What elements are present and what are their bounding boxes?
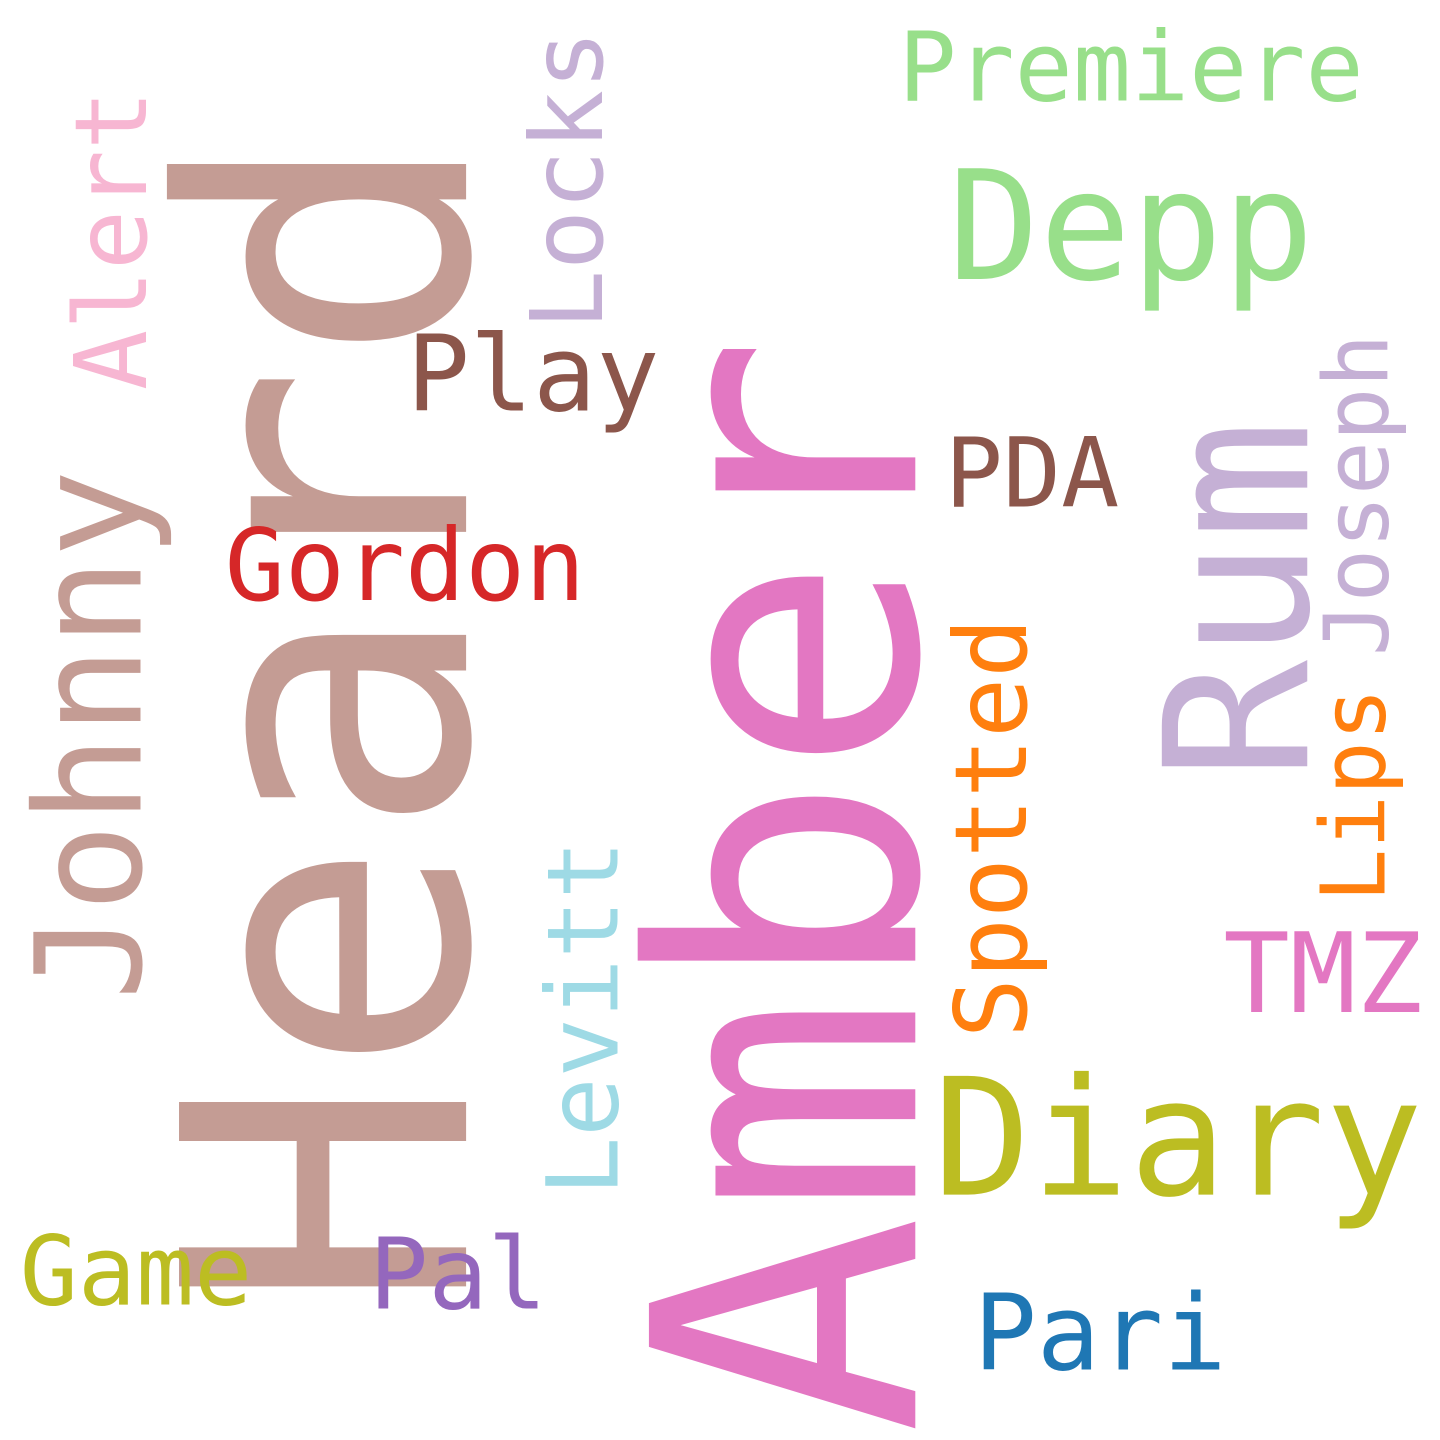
word-spotted: Spotted bbox=[933, 617, 1051, 1039]
word-levitt: Levitt bbox=[526, 839, 642, 1197]
word-pal: Pal bbox=[368, 1217, 548, 1333]
word-pari: Pari bbox=[973, 1272, 1227, 1395]
word-gordon: Gordon bbox=[224, 507, 586, 625]
word-locks: Locks bbox=[509, 29, 627, 331]
word-depp: Depp bbox=[947, 138, 1315, 315]
word-play: Play bbox=[406, 313, 660, 436]
word-premiere: Premiere bbox=[898, 10, 1364, 124]
word-heard: Heard bbox=[100, 127, 560, 1313]
word-pda: PDA bbox=[944, 416, 1120, 530]
word-lips: Lips bbox=[1302, 687, 1407, 903]
word-amber: Amber bbox=[577, 335, 1003, 1435]
word-joseph: Joseph bbox=[1305, 333, 1410, 657]
word-diary: Diary bbox=[932, 1044, 1424, 1234]
word-johnny: Johnny bbox=[4, 469, 176, 1001]
word-tmz: TMZ bbox=[1223, 910, 1423, 1039]
word-game: Game bbox=[19, 1214, 253, 1328]
word-alert: Alert bbox=[53, 89, 171, 391]
